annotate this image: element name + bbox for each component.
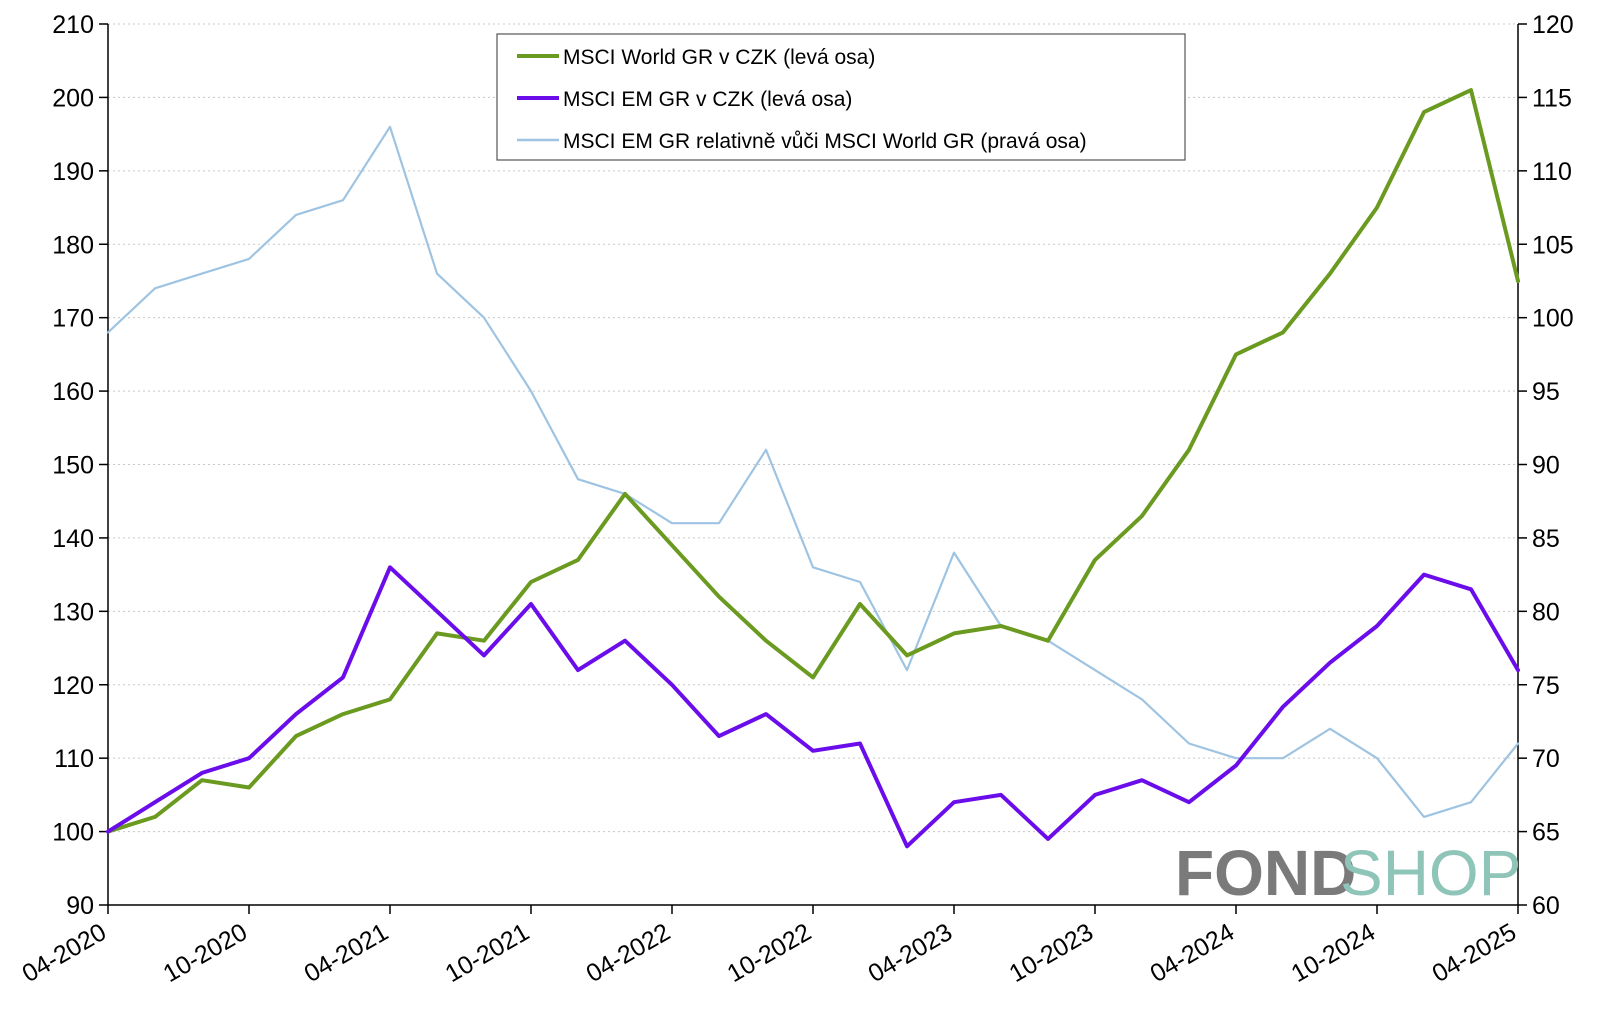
y-left-tick-label: 150 <box>52 452 94 480</box>
x-tick-label: 04-2022 <box>582 918 675 988</box>
y-right-tick-label: 90 <box>1532 452 1560 480</box>
series-line-2 <box>106 565 1520 849</box>
legend-label-1: MSCI World GR v CZK (levá osa) <box>563 46 875 69</box>
x-tick-label: 04-2023 <box>864 918 957 988</box>
y-right-tick-label: 100 <box>1532 305 1574 333</box>
y-left-tick-label: 100 <box>52 819 94 847</box>
y-left-tick-label: 90 <box>66 892 94 920</box>
legend-label-3: MSCI EM GR relativně vůči MSCI World GR … <box>563 130 1087 153</box>
y-right-tick-label: 70 <box>1532 745 1560 773</box>
y-right-tick-label: 105 <box>1532 231 1574 259</box>
y-left-tick-label: 130 <box>52 598 94 626</box>
y-left-tick-label: 180 <box>52 231 94 259</box>
x-tick-label: 04-2020 <box>18 918 111 988</box>
x-tick-label: 10-2024 <box>1287 918 1381 988</box>
x-tick-label: 10-2022 <box>723 918 816 988</box>
y-right-tick-label: 110 <box>1532 158 1572 186</box>
y-left-tick-label: 200 <box>52 84 94 112</box>
y-left-tick-label: 140 <box>52 525 94 553</box>
x-tick-label: 04-2024 <box>1146 918 1240 988</box>
y-left-tick-label: 170 <box>52 305 94 333</box>
y-right-tick-label: 75 <box>1532 672 1560 700</box>
y-right-tick-label: 115 <box>1532 84 1572 112</box>
x-tick-label: 10-2023 <box>1005 918 1098 988</box>
y-right-tick-label: 65 <box>1532 819 1560 847</box>
y-left-tick-label: 110 <box>54 745 94 773</box>
y-left-tick-label: 120 <box>52 672 94 700</box>
y-right-tick-label: 95 <box>1532 378 1560 406</box>
x-tick-label: 10-2020 <box>159 918 252 988</box>
y-right-tick-label: 120 <box>1532 11 1574 39</box>
x-tick-label: 10-2021 <box>441 918 534 988</box>
y-left-tick-label: 190 <box>52 158 94 186</box>
x-tick-label: 04-2021 <box>300 918 393 988</box>
y-left-tick-label: 160 <box>52 378 94 406</box>
legend-box <box>496 33 1186 161</box>
logo-part-shop: SHOP <box>1340 837 1521 909</box>
fondshop-logo: FOND SHOP <box>1175 837 1521 909</box>
y-right-tick-label: 80 <box>1532 598 1560 626</box>
series-lines <box>106 88 1520 849</box>
y-left-tick-label: 210 <box>52 11 94 39</box>
x-tick-label: 04-2025 <box>1428 918 1521 988</box>
legend: MSCI World GR v CZK (levá osa) MSCI EM GR… <box>496 33 1186 161</box>
series-line-3 <box>106 125 1520 819</box>
y-right-tick-label: 85 <box>1532 525 1560 553</box>
series-line-1 <box>106 88 1520 834</box>
gridlines <box>108 23 1518 833</box>
legend-label-2: MSCI EM GR v CZK (levá osa) <box>563 88 852 111</box>
y-right-tick-label: 60 <box>1532 892 1560 920</box>
logo-part-fond: FOND <box>1175 837 1356 909</box>
